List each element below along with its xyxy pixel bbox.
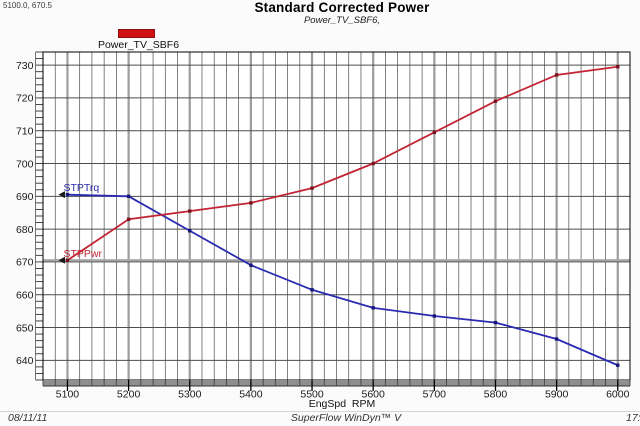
y-tick-label: 700	[16, 158, 34, 170]
point-marker-stptrq	[310, 288, 314, 292]
y-tick-label: 730	[16, 60, 34, 72]
y-tick-label: 680	[16, 224, 34, 236]
footer-app-name: SuperFlow WinDyn™ V	[290, 412, 402, 424]
trace-stppwr	[66, 65, 618, 262]
series-label-stppwr: STPPwr	[63, 248, 102, 260]
point-marker-stppwr	[554, 73, 559, 77]
point-marker-stppwr	[249, 201, 253, 205]
legend-swatch	[118, 29, 155, 38]
point-marker-stppwr	[188, 209, 192, 213]
y-tick-label: 650	[16, 322, 34, 334]
y-tick-label: 690	[16, 191, 34, 203]
x-tick-label: 5300	[178, 389, 202, 401]
footer-date: 08/11/11	[8, 412, 48, 424]
point-marker-stptrq	[554, 337, 559, 341]
point-marker-stptrq	[371, 306, 375, 310]
y-tick-label: 720	[16, 93, 34, 105]
cursor-arrow-stptrq	[58, 191, 65, 199]
point-marker-stppwr	[65, 258, 70, 262]
cursor-arrow-stppwr	[58, 256, 65, 264]
footer-time: 17:	[626, 412, 640, 424]
point-marker-stptrq	[126, 194, 131, 199]
x-tick-label: 5700	[423, 389, 447, 401]
point-marker-stptrq	[249, 263, 253, 267]
y-tick-label: 640	[16, 355, 34, 367]
point-marker-stptrq	[432, 314, 437, 318]
point-marker-stptrq	[616, 363, 620, 367]
point-marker-stptrq	[188, 229, 192, 233]
x-tick-label: 5600	[362, 389, 386, 401]
point-marker-stppwr	[310, 186, 314, 190]
point-marker-stppwr	[371, 161, 375, 166]
x-axis-title: EngSpd RPM	[308, 398, 376, 410]
y-tick-label: 710	[16, 126, 34, 138]
trace-stptrq	[67, 193, 619, 367]
y-tick-label: 670	[16, 257, 34, 269]
x-tick-label: 5100	[56, 389, 80, 401]
x-tick-label: 5200	[117, 389, 141, 401]
x-tick-label: 6000	[606, 389, 630, 401]
point-marker-stppwr	[493, 99, 498, 103]
x-tick-label: 5900	[545, 389, 569, 401]
point-marker-stppwr	[616, 65, 620, 69]
y-tick-label: 660	[16, 290, 34, 302]
chart-subtitle: Power_TV_SBF6,	[303, 15, 381, 26]
series-label-stptrq: STPTrq	[63, 182, 99, 194]
point-marker-stptrq	[493, 320, 498, 325]
point-marker-stptrq	[65, 192, 70, 197]
point-marker-stppwr	[432, 130, 437, 135]
x-tick-label: 5400	[239, 389, 263, 401]
x-tick-label: 5800	[484, 389, 508, 401]
legend-label: Power_TV_SBF6	[97, 39, 180, 51]
chart-title: Standard Corrected Power	[254, 0, 430, 15]
footer-divider	[0, 411, 640, 412]
cursor-readout: 5100.0, 670.5	[3, 1, 52, 10]
x-tick-label: 5500	[300, 389, 324, 401]
point-marker-stppwr	[126, 217, 131, 221]
